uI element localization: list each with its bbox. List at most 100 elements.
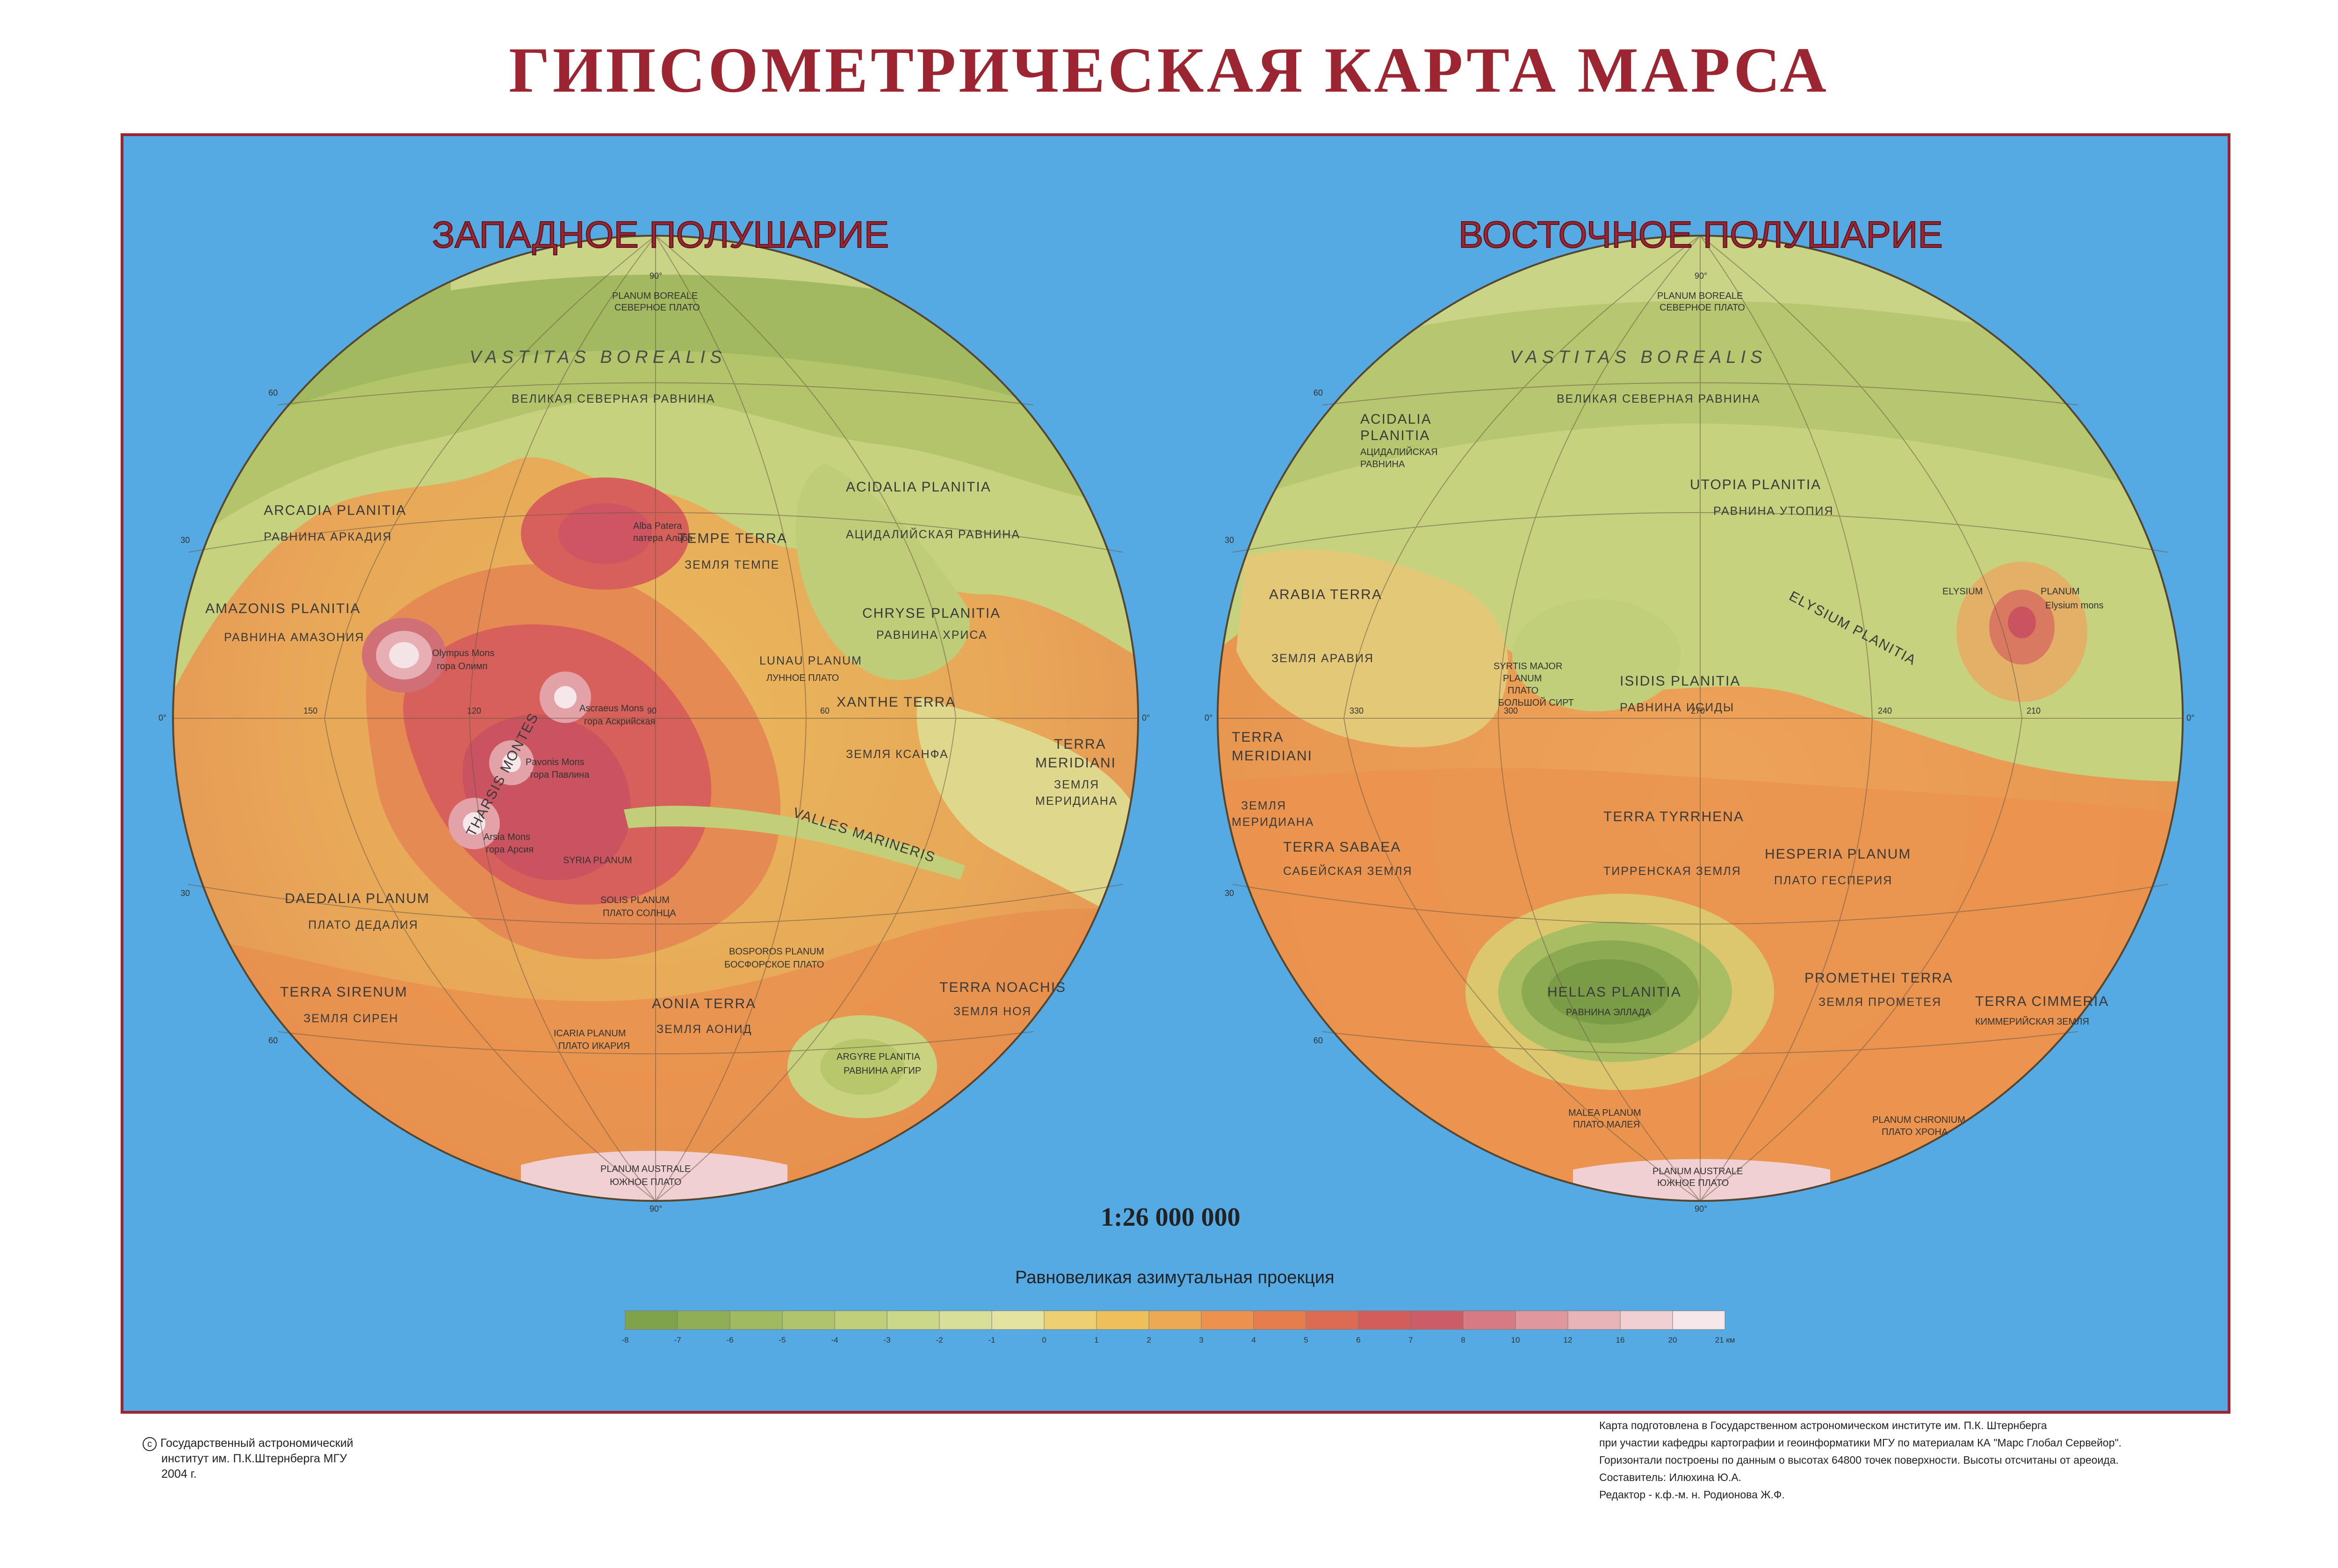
label: ЮЖНОЕ ПЛАТО [1657,1178,1729,1188]
legend-swatch [1096,1310,1149,1330]
label: ЗЕМЛЯ [1241,799,1286,812]
label: ЗЕМЛЯ АОНИД [657,1023,752,1036]
label: ISIDIS PLANITIA [1620,673,1740,689]
label: ARABIA TERRA [1269,587,1382,602]
copyright-icon: c [143,1437,157,1451]
label: PROMETHEI TERRA [1804,970,1953,986]
label: CHRYSE PLANITIA [862,606,1001,621]
label: MERIDIANI [1232,748,1313,764]
credits-line: Горизонтали построены по данным о высота… [1599,1454,2119,1466]
east-hemisphere[interactable] [1217,220,2190,1212]
legend-swatch [782,1310,835,1330]
legend-swatch [1515,1310,1568,1330]
label: TERRA TYRRHENA [1603,809,1744,824]
label: ПЛАТО МАЛЕЯ [1573,1120,1640,1130]
label: PLANUM AUSTRALE [600,1164,691,1174]
tick-label: 60 [820,706,830,715]
copyright-line: институт им. П.К.Штернберга МГУ [161,1452,347,1465]
legend-swatch [887,1310,940,1330]
label: ПЛАТО ДЕДАЛИЯ [308,918,419,932]
legend-tick-label: 1 [1094,1336,1098,1344]
legend-swatch [1620,1310,1673,1330]
label: VASTITAS BOREALIS [469,347,726,367]
label: ЗЕМЛЯ ТЕМПЕ [685,558,779,571]
legend-tick-label: 2 [1147,1336,1151,1344]
label: PLANUM [1503,673,1542,684]
label: МЕРИДИАНА [1035,795,1118,808]
label: ACIDALIA PLANITIA [846,479,991,495]
label: DAEDALIA PLANUM [285,891,430,906]
label: ПЛАТО ХРОНА [1882,1127,1948,1137]
legend-tick-label: 10 [1511,1336,1520,1344]
label: TERRA [1232,730,1284,745]
credits-block: Карта подготовлена в Государственном аст… [1599,1417,2254,1503]
label: BOSPOROS PLANUM [729,947,824,957]
label: Pavonis Mons [526,757,584,767]
map-frame: VASTITAS BOREALIS ВЕЛИКАЯ СЕВЕРНАЯ РАВНИ… [121,133,2230,1414]
label: ARCADIA PLANITIA [264,503,406,518]
copyright-line: Государственный астрономический [160,1437,354,1450]
map-title: ГИПСОМЕТРИЧЕСКАЯ КАРТА МАРСА [509,34,1829,106]
label: MERIDIANI [1035,755,1116,771]
label: гора Павлина [530,770,590,780]
label: PLANUM AUSTRALE [1652,1166,1743,1177]
legend-swatch [625,1310,678,1330]
tick-label: 0° [159,713,166,723]
legend-tick-label: 21 км [1715,1336,1735,1344]
tick-label: 30 [1225,535,1234,545]
label: АЦИДАЛИЙСКАЯ РАВНИНА [846,527,1020,541]
label: гора Арсия [486,845,534,855]
label: XANTHE TERRA [837,694,956,710]
label: SYRIA PLANUM [563,855,632,866]
copyright-line: 2004 г. [161,1467,197,1481]
label: КИММЕРИЙСКАЯ ЗЕМЛЯ [1975,1016,2089,1027]
label: HESPERIA PLANUM [1765,846,1911,862]
label: AMAZONIS PLANITIA [205,601,361,616]
tick-label: 300 [1504,706,1518,715]
legend-tick-label: 12 [1564,1336,1573,1344]
label: ВЕЛИКАЯ СЕВЕРНАЯ РАВНИНА [512,392,715,405]
label: ПЛАТО СОЛНЦА [603,908,676,918]
label: ЗЕМЛЯ СИРЕН [303,1012,398,1025]
tick-label: 210 [2027,706,2041,715]
tick-label: 30 [180,889,190,898]
label: ЗЕМЛЯ ПРОМЕТЕЯ [1818,996,1941,1009]
legend-swatch [729,1310,783,1330]
label: PLANUM BOREALE [612,291,698,301]
label: SOLIS PLANUM [600,895,670,905]
label: патера Альба [633,533,693,543]
tick-label: 30 [1225,889,1234,898]
tick-label: 60 [268,388,278,397]
legend-swatch [1306,1310,1359,1330]
legend-tick-label: -5 [779,1336,786,1344]
map-scale: 1:26 000 000 [1101,1203,1241,1232]
tick-label: 90° [1695,1204,1707,1214]
label: РАВНИНА АМАЗОНИЯ [224,631,364,644]
label: РАВНИНА АРГИР [844,1066,921,1076]
legend-tick-label: 3 [1199,1336,1203,1344]
east-labels: VASTITAS BOREALIS ВЕЛИКАЯ СЕВЕРНАЯ РАВНИ… [1232,291,2109,1188]
label: Alba Patera [633,521,682,531]
tick-label: 90° [649,271,662,281]
legend-swatch [1044,1310,1097,1330]
label: ACIDALIA [1360,412,1432,427]
legend-tick-label: 5 [1304,1336,1308,1344]
legend-tick-label: -7 [674,1336,681,1344]
west-hemisphere[interactable] [170,220,1143,1212]
tick-label: 270 [1691,706,1705,715]
label: MALEA PLANUM [1568,1108,1641,1118]
label: Ascraeus Mons [579,703,644,714]
label: PLANITIA [1360,428,1430,443]
label: SYRTIS MAJOR [1494,661,1562,672]
map-canvas[interactable]: VASTITAS BOREALIS ВЕЛИКАЯ СЕВЕРНАЯ РАВНИ… [123,136,2228,1411]
west-hemisphere-title: ЗАПАДНОЕ ПОЛУШАРИЕ [432,213,889,256]
tick-label: 330 [1349,706,1364,715]
label: БОСФОРСКОЕ ПЛАТО [724,960,824,970]
label: БОЛЬШОЙ СИРТ [1498,697,1574,708]
credits-line: Составитель: Илюхина Ю.А. [1599,1471,1742,1483]
label: PLANUM [2041,586,2079,597]
label: ELYSIUM [1942,586,1983,597]
legend-swatch [939,1310,992,1330]
label: TERRA CIMMERIA [1975,994,2109,1009]
graticule-labels: 0° 0° 150 120 90 60 30 60 30 60 90° 90° … [159,271,2194,1214]
